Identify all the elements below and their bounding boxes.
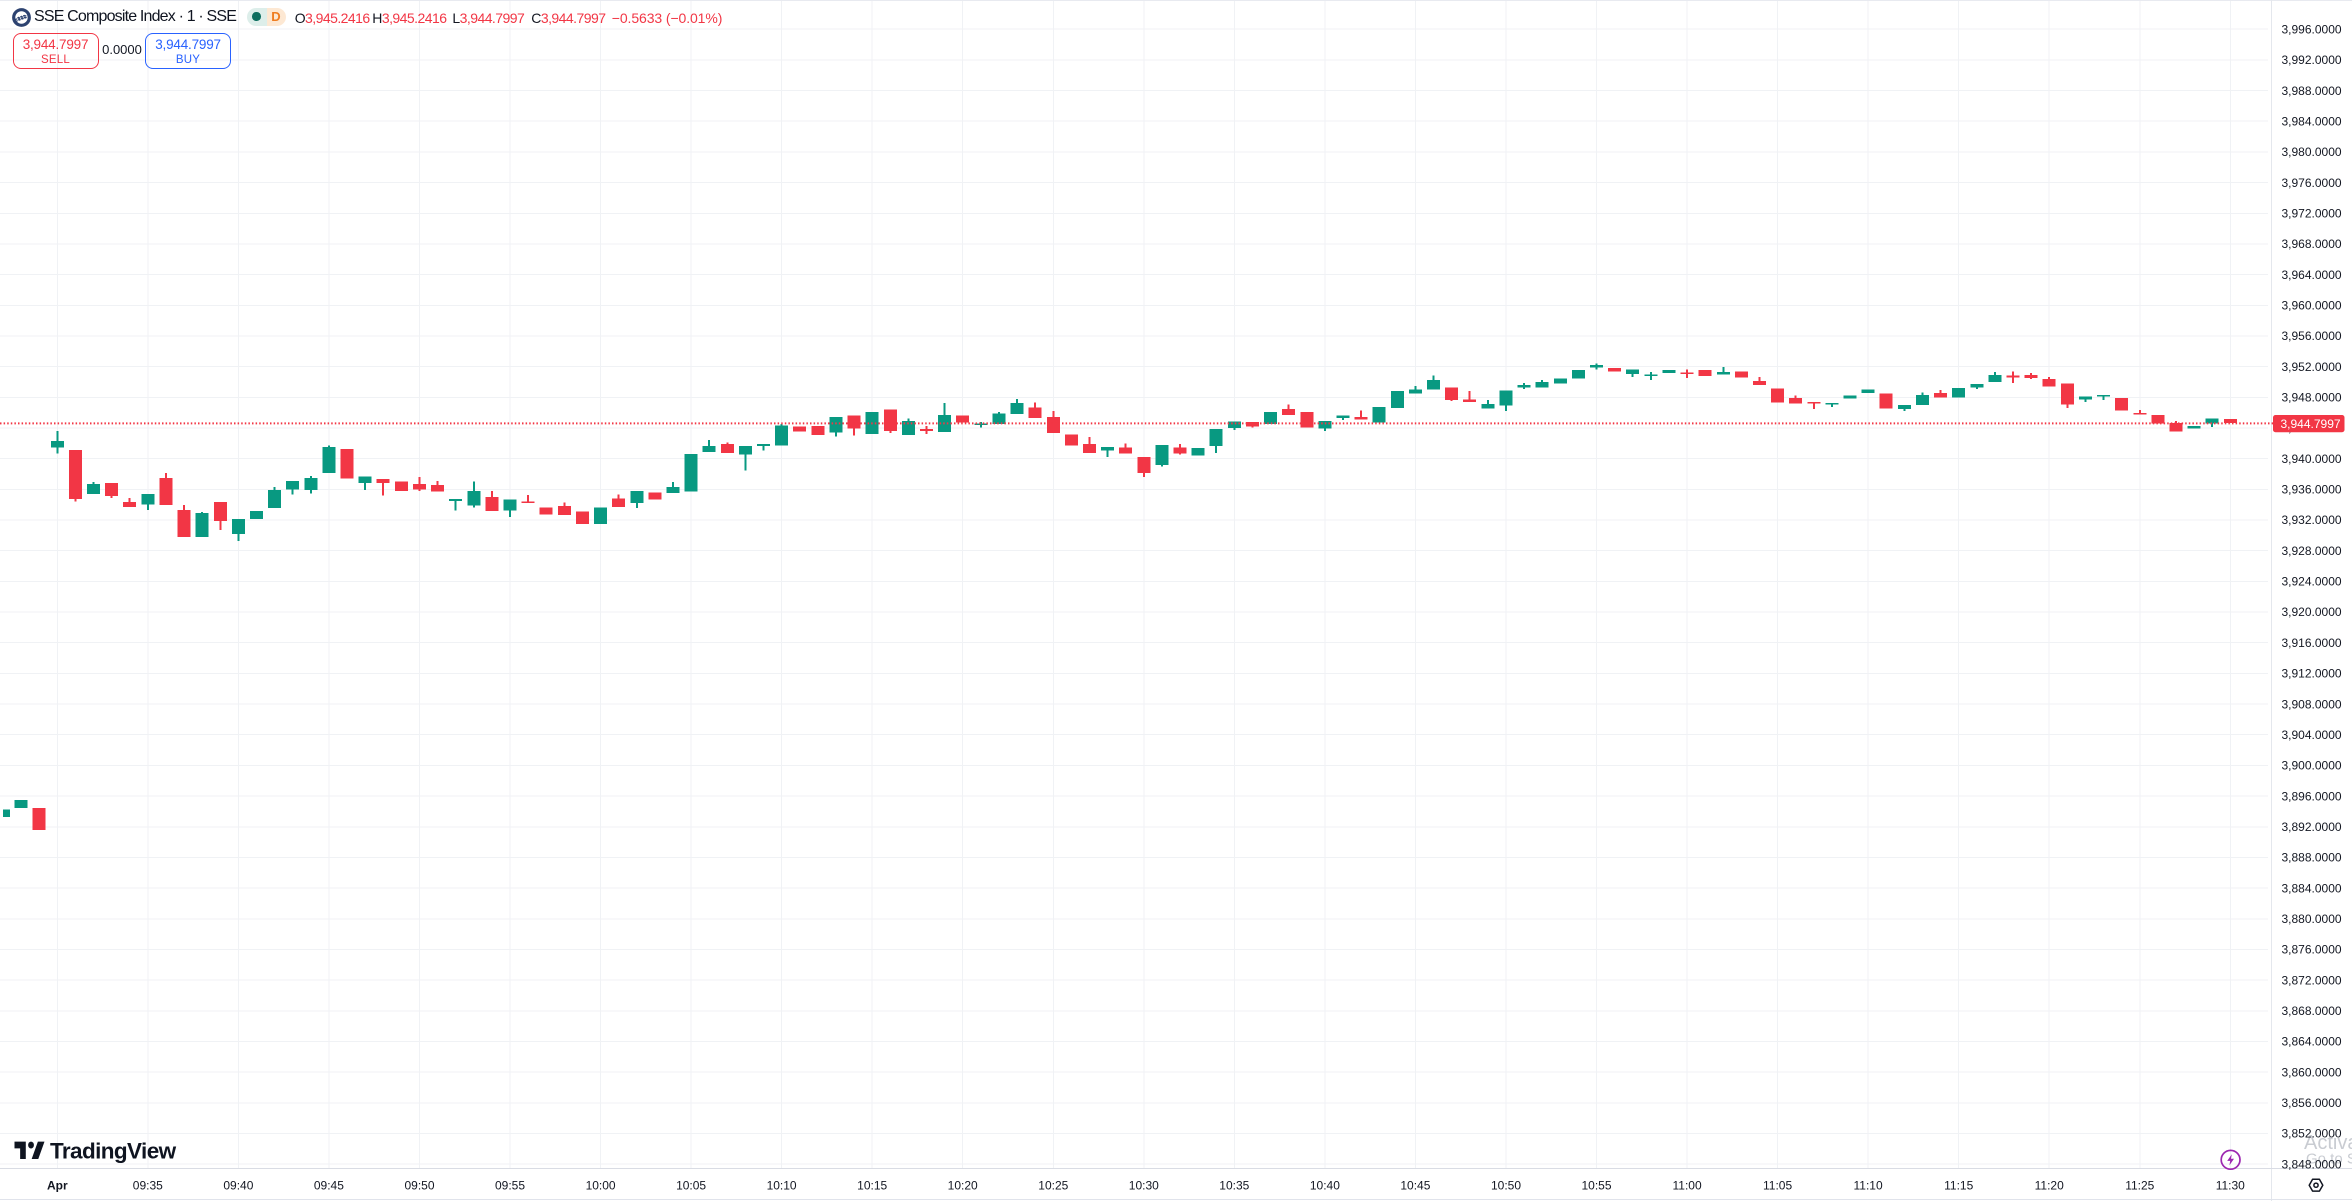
svg-text:3,992.0000: 3,992.0000: [2282, 53, 2342, 67]
svg-text:3,896.0000: 3,896.0000: [2282, 789, 2342, 803]
svg-text:3,872.0000: 3,872.0000: [2282, 973, 2342, 987]
svg-text:10:35: 10:35: [1219, 1179, 1249, 1193]
svg-text:TradingView: TradingView: [50, 1139, 177, 1164]
svg-text:3,964.0000: 3,964.0000: [2282, 268, 2342, 282]
svg-text:10:10: 10:10: [767, 1179, 797, 1193]
svg-text:11:15: 11:15: [1944, 1179, 1973, 1193]
svg-text:3,860.0000: 3,860.0000: [2282, 1065, 2342, 1079]
svg-text:3,908.0000: 3,908.0000: [2282, 697, 2342, 711]
svg-text:3,912.0000: 3,912.0000: [2282, 667, 2342, 681]
svg-text:3,936.0000: 3,936.0000: [2282, 483, 2342, 497]
svg-text:3,856.0000: 3,856.0000: [2282, 1096, 2342, 1110]
svg-text:10:20: 10:20: [948, 1179, 978, 1193]
svg-text:3,956.0000: 3,956.0000: [2282, 329, 2342, 343]
svg-text:10:45: 10:45: [1400, 1179, 1430, 1193]
svg-text:3,864.0000: 3,864.0000: [2282, 1035, 2342, 1049]
svg-text:11:05: 11:05: [1763, 1179, 1792, 1193]
svg-text:09:45: 09:45: [314, 1179, 344, 1193]
svg-text:3,876.0000: 3,876.0000: [2282, 943, 2342, 957]
svg-text:3,920.0000: 3,920.0000: [2282, 605, 2342, 619]
svg-text:3,940.0000: 3,940.0000: [2282, 452, 2342, 466]
svg-text:09:35: 09:35: [133, 1179, 163, 1193]
svg-text:3,968.0000: 3,968.0000: [2282, 237, 2342, 251]
svg-text:10:25: 10:25: [1038, 1179, 1068, 1193]
svg-text:10:50: 10:50: [1491, 1179, 1521, 1193]
svg-text:3,916.0000: 3,916.0000: [2282, 636, 2342, 650]
svg-text:3,852.0000: 3,852.0000: [2282, 1127, 2342, 1141]
svg-text:11:10: 11:10: [1854, 1179, 1883, 1193]
svg-text:3,948.0000: 3,948.0000: [2282, 391, 2342, 405]
svg-text:Go to Setti: Go to Setti: [2306, 1151, 2352, 1168]
svg-text:Apr: Apr: [47, 1179, 68, 1193]
svg-text:3,880.0000: 3,880.0000: [2282, 912, 2342, 926]
svg-text:3,996.0000: 3,996.0000: [2282, 22, 2342, 36]
svg-text:09:40: 09:40: [223, 1179, 253, 1193]
svg-text:11:20: 11:20: [2035, 1179, 2064, 1193]
svg-text:Activate W: Activate W: [2304, 1132, 2352, 1154]
svg-text:3,944.7997: 3,944.7997: [2281, 417, 2341, 431]
svg-text:3,976.0000: 3,976.0000: [2282, 176, 2342, 190]
svg-text:11:30: 11:30: [2216, 1179, 2245, 1193]
svg-text:3,884.0000: 3,884.0000: [2282, 881, 2342, 895]
svg-text:3,848.0000: 3,848.0000: [2282, 1157, 2342, 1171]
svg-text:09:50: 09:50: [404, 1179, 434, 1193]
svg-text:11:25: 11:25: [2125, 1179, 2154, 1193]
svg-text:3,972.0000: 3,972.0000: [2282, 207, 2342, 221]
svg-text:10:30: 10:30: [1129, 1179, 1159, 1193]
svg-text:10:55: 10:55: [1581, 1179, 1611, 1193]
svg-text:3,904.0000: 3,904.0000: [2282, 728, 2342, 742]
svg-text:3,868.0000: 3,868.0000: [2282, 1004, 2342, 1018]
svg-text:10:15: 10:15: [857, 1179, 887, 1193]
svg-text:3,924.0000: 3,924.0000: [2282, 575, 2342, 589]
svg-text:3,952.0000: 3,952.0000: [2282, 360, 2342, 374]
svg-text:10:05: 10:05: [676, 1179, 706, 1193]
svg-text:10:40: 10:40: [1310, 1179, 1340, 1193]
svg-text:09:55: 09:55: [495, 1179, 525, 1193]
svg-text:3,932.0000: 3,932.0000: [2282, 513, 2342, 527]
svg-text:3,900.0000: 3,900.0000: [2282, 759, 2342, 773]
svg-text:3,928.0000: 3,928.0000: [2282, 544, 2342, 558]
svg-text:11:00: 11:00: [1673, 1179, 1702, 1193]
svg-text:10:00: 10:00: [586, 1179, 616, 1193]
svg-text:3,892.0000: 3,892.0000: [2282, 820, 2342, 834]
svg-text:3,888.0000: 3,888.0000: [2282, 851, 2342, 865]
svg-text:3,984.0000: 3,984.0000: [2282, 114, 2342, 128]
svg-text:3,980.0000: 3,980.0000: [2282, 145, 2342, 159]
svg-text:3,960.0000: 3,960.0000: [2282, 299, 2342, 313]
svg-text:3,988.0000: 3,988.0000: [2282, 84, 2342, 98]
